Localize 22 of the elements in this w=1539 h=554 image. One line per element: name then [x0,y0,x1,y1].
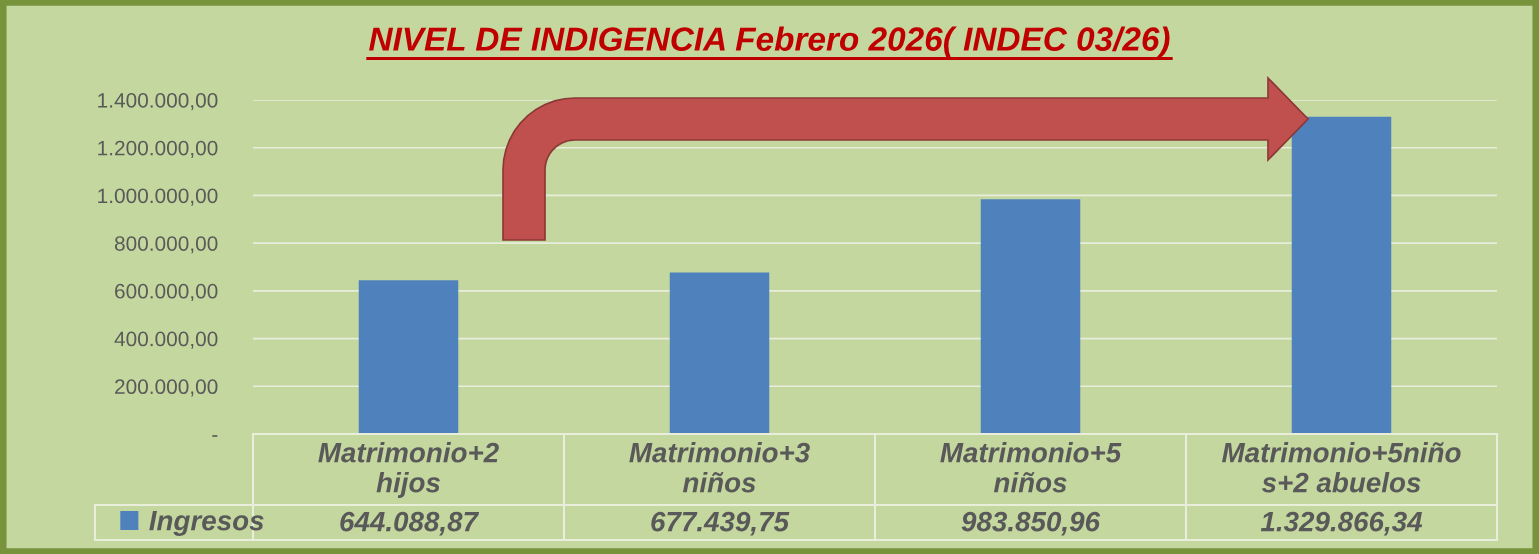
y-tick-label: 600.000,00 [115,283,218,302]
bar [1291,116,1392,434]
y-tick-label: 200.000,00 [115,379,218,397]
data-label: 644.088,87 [340,511,480,536]
y-tick-label: - [212,435,218,437]
y-tick-label: 1.400.000,00 [98,93,218,111]
y-tick-label: 1.200.000,00 [98,140,218,158]
chart-title: NIVEL DE INDIGENCIA Febrero 2026( INDEC 03/26) [369,26,1170,58]
data-label: 1.329.866,34 [1260,511,1423,536]
bar [358,280,459,434]
x-tick-label: Matrimonio+2 hijos [318,442,499,498]
legend-label: Ingresos [149,511,264,536]
x-tick-label: Matrimonio+5niño s+2 abuelos [1222,442,1461,493]
y-tick-label: 800.000,00 [114,236,218,254]
data-label: 677.439,75 [651,511,790,536]
y-tick-label: 1.000.000,00 [98,188,218,206]
bar [669,272,770,434]
x-tick-label: Matrimonio+5 niños [940,442,1122,493]
data-label: 983.850,96 [961,511,1101,536]
bar [980,199,1081,434]
x-tick-label: Matrimonio+3 niños [629,442,810,493]
y-tick-label: 400.000,00 [114,331,218,349]
